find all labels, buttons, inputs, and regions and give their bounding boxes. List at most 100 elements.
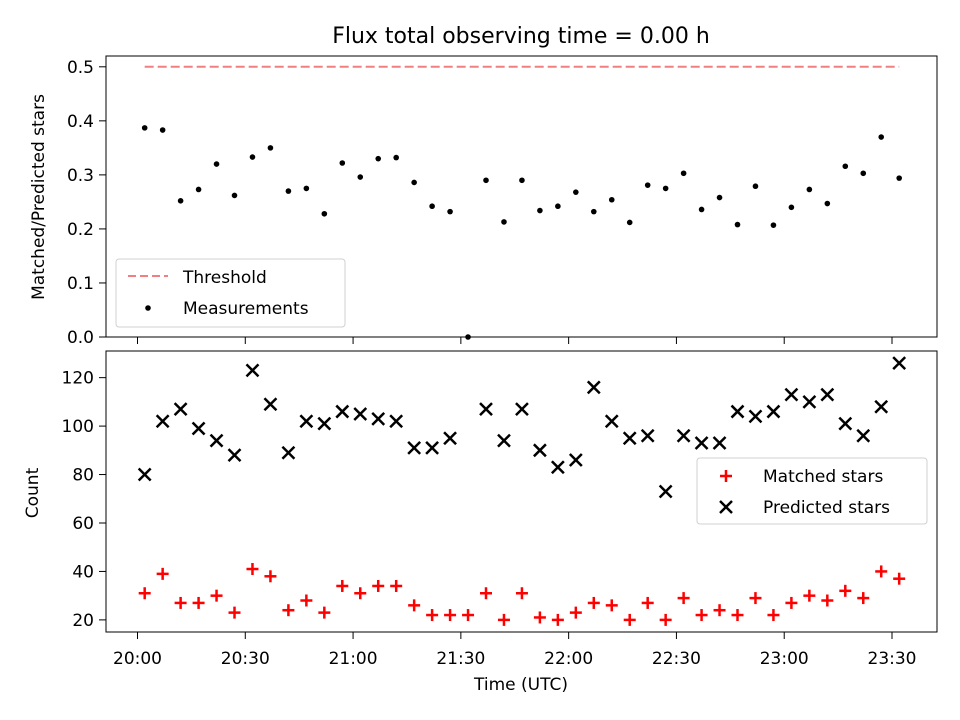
x-tick-label: 23:00	[760, 649, 809, 669]
measurement-point	[303, 185, 310, 192]
predicted-point	[550, 460, 565, 475]
predicted-point	[443, 431, 457, 446]
top-legend-box	[115, 258, 346, 328]
matched-point	[426, 609, 439, 622]
predicted-point	[748, 409, 763, 424]
measurement-point	[842, 163, 849, 170]
predicted-point	[191, 421, 206, 436]
measurement-point	[644, 182, 651, 188]
matched-point	[533, 611, 546, 624]
matched-point	[372, 579, 385, 592]
predicted-point	[712, 436, 727, 450]
predicted-point	[730, 404, 745, 419]
measurement-point	[626, 219, 633, 226]
matched-point	[875, 565, 888, 578]
top-plot-marks	[141, 65, 902, 340]
top-y-tick-label: 0.2	[67, 220, 94, 240]
matched-point	[246, 563, 259, 576]
predicted-point	[766, 404, 781, 419]
bottom-axes-frame	[105, 350, 938, 633]
matched-point	[192, 596, 205, 609]
matched-point	[587, 596, 600, 609]
bottom-y-tick-label: 60	[72, 514, 94, 534]
predicted-point	[227, 448, 242, 463]
measurement-point	[141, 125, 148, 131]
matched-point	[300, 594, 313, 607]
matched-point	[641, 596, 654, 609]
top-y-tick-label: 0.0	[67, 328, 94, 348]
predicted-point	[353, 407, 368, 421]
threshold-legend-label: Threshold	[182, 268, 267, 288]
top-axes-frame	[105, 55, 938, 338]
matched-point	[138, 587, 151, 600]
bottom-y-axis-label: Count	[23, 467, 43, 518]
matched-point	[444, 609, 457, 622]
predicted-point	[604, 414, 619, 429]
predicted-point	[820, 387, 835, 402]
matched-point	[803, 589, 816, 602]
chart-title: Flux total observing time = 0.00 h	[332, 24, 710, 49]
measurement-point	[177, 198, 184, 204]
bottom-y-tick-label: 100	[62, 417, 94, 437]
predicted-point	[137, 467, 152, 482]
x-tick-label: 21:30	[436, 649, 485, 669]
matched-point	[659, 613, 672, 626]
x-tick-label: 21:00	[329, 649, 378, 669]
x-tick-label: 22:00	[544, 649, 593, 669]
measurement-point	[608, 196, 615, 203]
predicted-point	[533, 443, 547, 458]
measurement-point	[429, 203, 435, 210]
matched-point	[821, 594, 834, 607]
predicted-point	[622, 431, 637, 446]
predicted-point	[155, 414, 170, 429]
matched-point	[695, 609, 708, 622]
matched-point	[785, 596, 798, 609]
predicted-point	[299, 414, 314, 429]
top-y-tick-label: 0.1	[67, 274, 94, 294]
measurement-point	[483, 177, 489, 184]
bottom-legend-box	[696, 457, 928, 525]
matched-point	[480, 587, 493, 600]
matched-point	[569, 606, 582, 619]
x-tick-label: 23:30	[868, 649, 917, 669]
bottom-legend: Matched stars Predicted stars	[696, 457, 928, 525]
matched-point	[264, 570, 277, 583]
measurement-point	[734, 221, 741, 228]
predicted-point	[694, 436, 709, 450]
measurement-point	[680, 170, 687, 177]
predicted-legend-swatch	[719, 500, 733, 514]
measurement-point	[231, 192, 238, 199]
predicted-point	[874, 399, 889, 414]
measurement-point	[357, 174, 364, 180]
measurement-point	[716, 194, 723, 201]
matched-point	[282, 604, 295, 617]
predicted-point	[479, 402, 493, 417]
predicted-legend-label: Predicted stars	[763, 498, 890, 518]
predicted-point	[425, 441, 439, 455]
predicted-point	[371, 411, 386, 426]
matched-point	[210, 589, 223, 602]
predicted-point	[389, 414, 404, 429]
matched-point	[336, 579, 349, 592]
matched-point	[767, 609, 780, 622]
measurement-point	[501, 219, 507, 225]
matched-point	[713, 604, 726, 617]
top-y-tick-label: 0.5	[67, 58, 94, 78]
measurement-point	[788, 204, 795, 211]
measurement-point	[752, 183, 759, 190]
matched-point	[515, 587, 528, 600]
measurement-point	[860, 170, 867, 177]
predicted-point	[856, 428, 871, 443]
measurement-point	[411, 179, 417, 186]
bottom-y-tick-label: 40	[72, 562, 94, 582]
matched-legend-label: Matched stars	[763, 467, 883, 487]
top-y-tick-label: 0.4	[67, 112, 94, 132]
measurement-point	[267, 145, 274, 151]
matched-point	[893, 572, 906, 585]
matched-point	[749, 592, 762, 605]
measurement-point	[573, 189, 579, 195]
measurement-point	[321, 210, 328, 217]
top-y-tick-label: 0.3	[67, 166, 94, 186]
